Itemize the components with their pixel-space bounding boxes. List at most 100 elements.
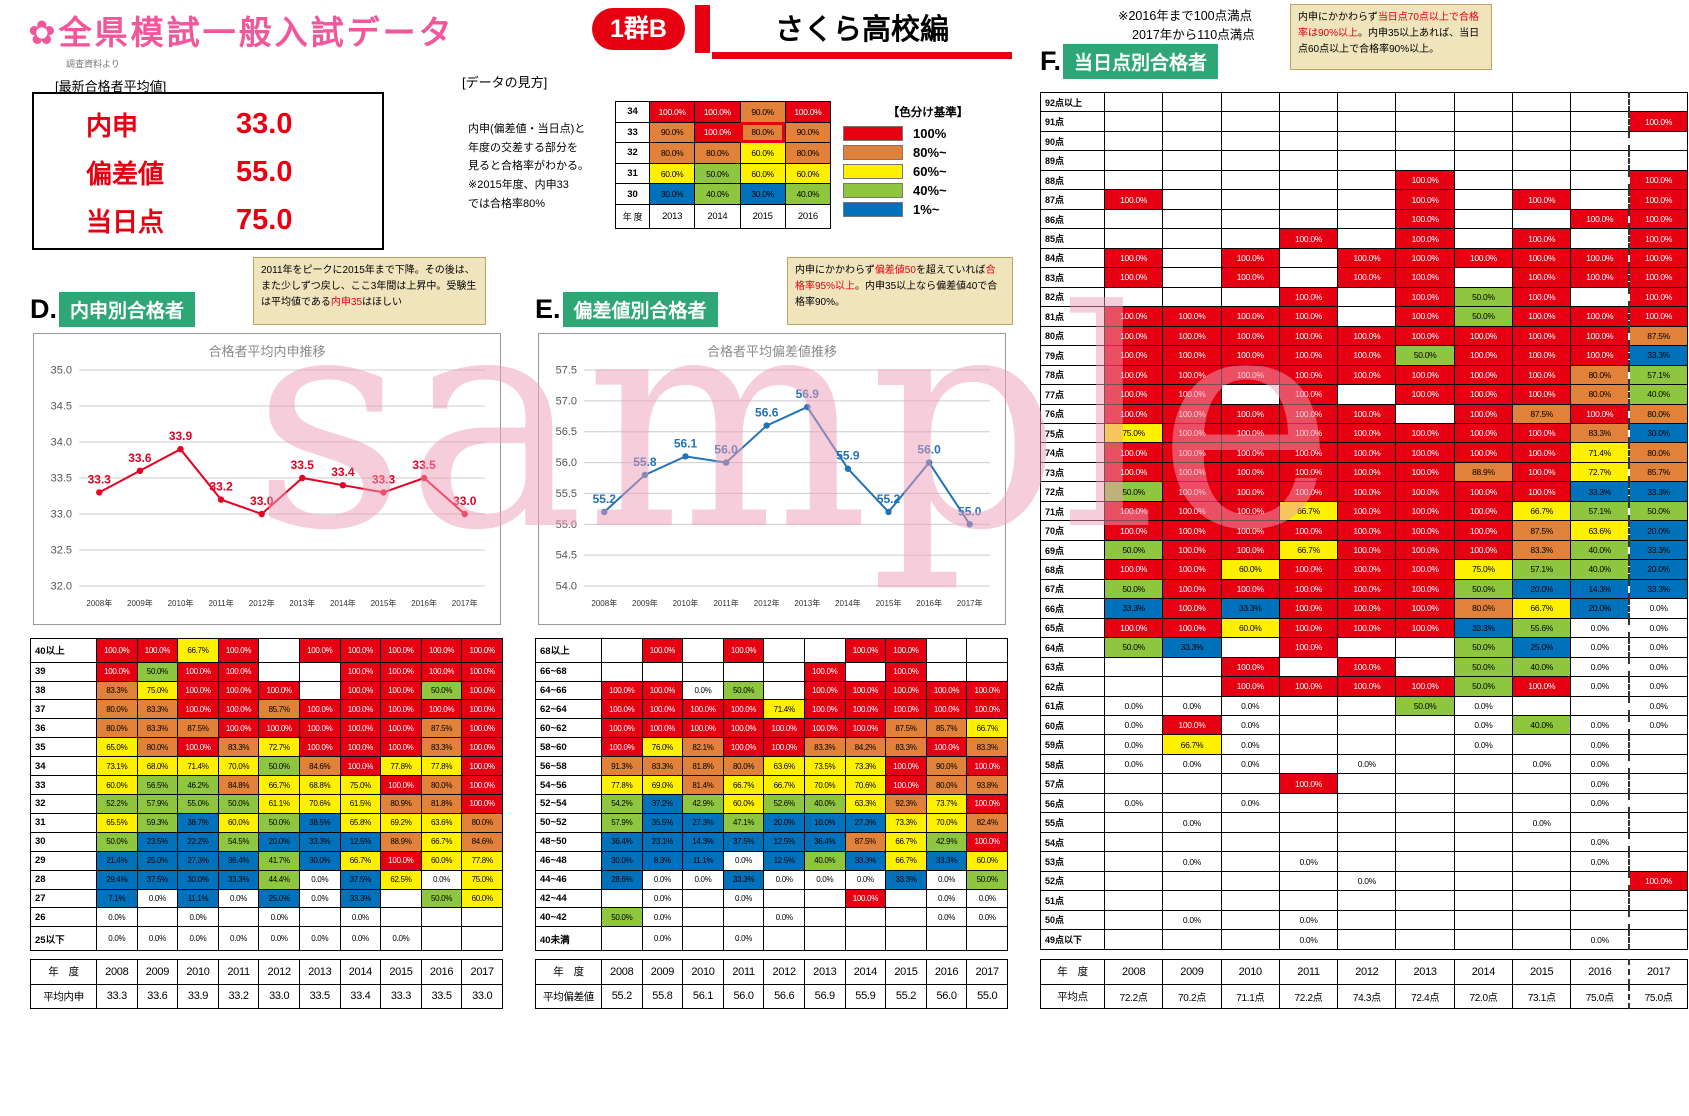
rate-cell [1628, 831, 1689, 853]
rate-cell: 100.0% [1278, 676, 1339, 697]
rate-cell: 0.0% [1162, 753, 1222, 775]
grade-row: 68点 100.0% 100.0% 60.0% 100.0% 100.0% 100.0% 75… [1040, 559, 1689, 580]
rate-cell: 54.2% [601, 793, 643, 814]
rate-cell [1512, 111, 1572, 132]
rate-cell [682, 661, 724, 682]
grade-row: 62点 100.0% 100.0% 100.0% 100.0% 50.0% 100.0% 0.… [1040, 676, 1689, 697]
rate-cell: 100.0% [420, 661, 463, 682]
year-cell: 2014 [1453, 959, 1514, 985]
rate-cell: 100.0% [380, 699, 422, 720]
rate-cell: 20.0% [1628, 520, 1689, 541]
year-cell: 2016 [925, 959, 968, 985]
rate-cell: 0.0% [925, 869, 968, 890]
rate-cell: 27.3% [844, 812, 887, 833]
rate-cell: 68.8% [298, 775, 341, 795]
rate-cell: 80.0% [694, 142, 741, 164]
rate-cell: 100.0% [177, 737, 219, 758]
grade-row: 87点 100.0% 100.0% 100.0% 100.0% [1040, 189, 1689, 210]
rate-cell: 27.3% [177, 850, 219, 871]
rate-cell: 40.0% [1570, 559, 1630, 580]
rate-cell: 0.0% [258, 926, 300, 951]
rate-cell: 28.6% [601, 869, 643, 890]
rate-cell: 100.0% [1570, 325, 1630, 347]
rate-cell: 20.0% [258, 831, 300, 852]
rate-cell: 10.0% [803, 812, 846, 833]
row-label: 60点 [1040, 714, 1105, 736]
rate-cell: 37.5% [339, 869, 382, 890]
rate-cell [298, 680, 341, 701]
rate-cell: 100.0% [601, 680, 643, 701]
average-cell: 56.0 [925, 983, 968, 1009]
chart-d-title: 合格者平均内申推移 [208, 344, 326, 359]
rate-cell: 100.0% [1337, 578, 1397, 600]
rate-cell [461, 926, 503, 951]
rate-cell: 83.3% [136, 699, 179, 720]
row-label: 26 [30, 907, 97, 928]
rate-cell: 30.0% [601, 850, 643, 871]
rate-cell: 100.0% [1162, 384, 1222, 405]
rate-cell: 0.0% [136, 926, 179, 951]
rate-cell [1628, 753, 1689, 775]
grade-row: 68以上 100.0% 100.0% 100.0% 100.0% [535, 638, 1008, 663]
section-e-prefix: E. [535, 294, 561, 324]
note-text-red: 当日点70点以上で [1377, 12, 1459, 23]
rate-cell [1278, 91, 1339, 113]
rate-cell: 100.0% [420, 638, 463, 663]
rate-cell [1278, 792, 1339, 814]
rate-cell: 100.0% [803, 699, 846, 720]
rate-cell [1512, 734, 1572, 755]
row-label: 62~64 [535, 699, 602, 720]
rate-cell [763, 680, 805, 701]
rate-cell: 84.6% [461, 831, 503, 852]
rate-cell: 8.3% [641, 850, 684, 871]
rate-cell: 91.3% [601, 756, 643, 777]
rate-cell [1278, 812, 1339, 833]
average-cell: 55.8 [641, 983, 684, 1009]
rate-cell [1628, 130, 1689, 152]
rate-cell: 100.0% [217, 661, 260, 682]
rate-cell: 20.0% [1512, 578, 1572, 600]
rate-cell: 90.0% [739, 101, 786, 123]
rate-cell: 100.0% [1278, 559, 1339, 580]
svg-text:2014年: 2014年 [835, 598, 861, 608]
year-cell: 2010 [1220, 959, 1280, 985]
rate-cell: 66.7% [885, 850, 927, 871]
svg-text:56.6: 56.6 [755, 406, 779, 420]
row-label: 28 [30, 869, 97, 890]
row-label: 50~52 [535, 812, 602, 833]
rate-cell: 100.0% [258, 680, 300, 701]
average-cell: 72.2点 [1278, 983, 1339, 1009]
rate-cell [1628, 91, 1689, 113]
svg-text:34.0: 34.0 [51, 437, 72, 449]
average-cell: 56.9 [803, 983, 846, 1009]
rate-cell: 0.0% [339, 907, 382, 928]
rate-cell: 40.0% [1628, 384, 1689, 405]
page-title-text: 全県模試一般入試データ [58, 14, 455, 51]
rate-cell: 0.0% [1628, 598, 1689, 619]
footer-row: 平均点 72.2点 70.2点 71.1点 72.2点 74.3点 72.4点 72.0点 73… [1040, 983, 1689, 1009]
rate-cell: 81.4% [682, 775, 724, 795]
rate-cell: 50.0% [1103, 578, 1164, 600]
rate-cell: 80.0% [96, 699, 138, 720]
note-text-red: 合格率95%以上 [795, 265, 996, 293]
rate-cell [1220, 812, 1280, 833]
rate-cell: 100.0% [1395, 442, 1455, 463]
rate-cell: 100.0% [1278, 442, 1339, 463]
rate-cell: 100.0% [1103, 617, 1164, 639]
rate-cell: 60.0% [461, 888, 503, 909]
rate-cell [1628, 929, 1689, 950]
svg-text:2016年: 2016年 [916, 598, 942, 608]
rate-cell: 100.0% [1220, 461, 1280, 483]
rate-cell: 92.3% [885, 793, 927, 814]
rate-cell [1628, 773, 1689, 794]
rate-cell: 11.1% [177, 888, 219, 909]
rate-cell: 33.3% [1162, 637, 1222, 658]
grade-row: 58~60 100.0% 76.0% 82.1% 100.0% 100.0% 83.3% 84… [535, 737, 1008, 758]
row-label: 74点 [1040, 442, 1105, 463]
rate-cell [1395, 929, 1455, 950]
rate-cell: 100.0% [1512, 422, 1572, 444]
rate-cell: 100.0% [339, 680, 382, 701]
legend-desc-line: では合格率80% [468, 197, 546, 210]
average-cell: 71.1点 [1220, 983, 1280, 1009]
rate-cell [1395, 773, 1455, 794]
